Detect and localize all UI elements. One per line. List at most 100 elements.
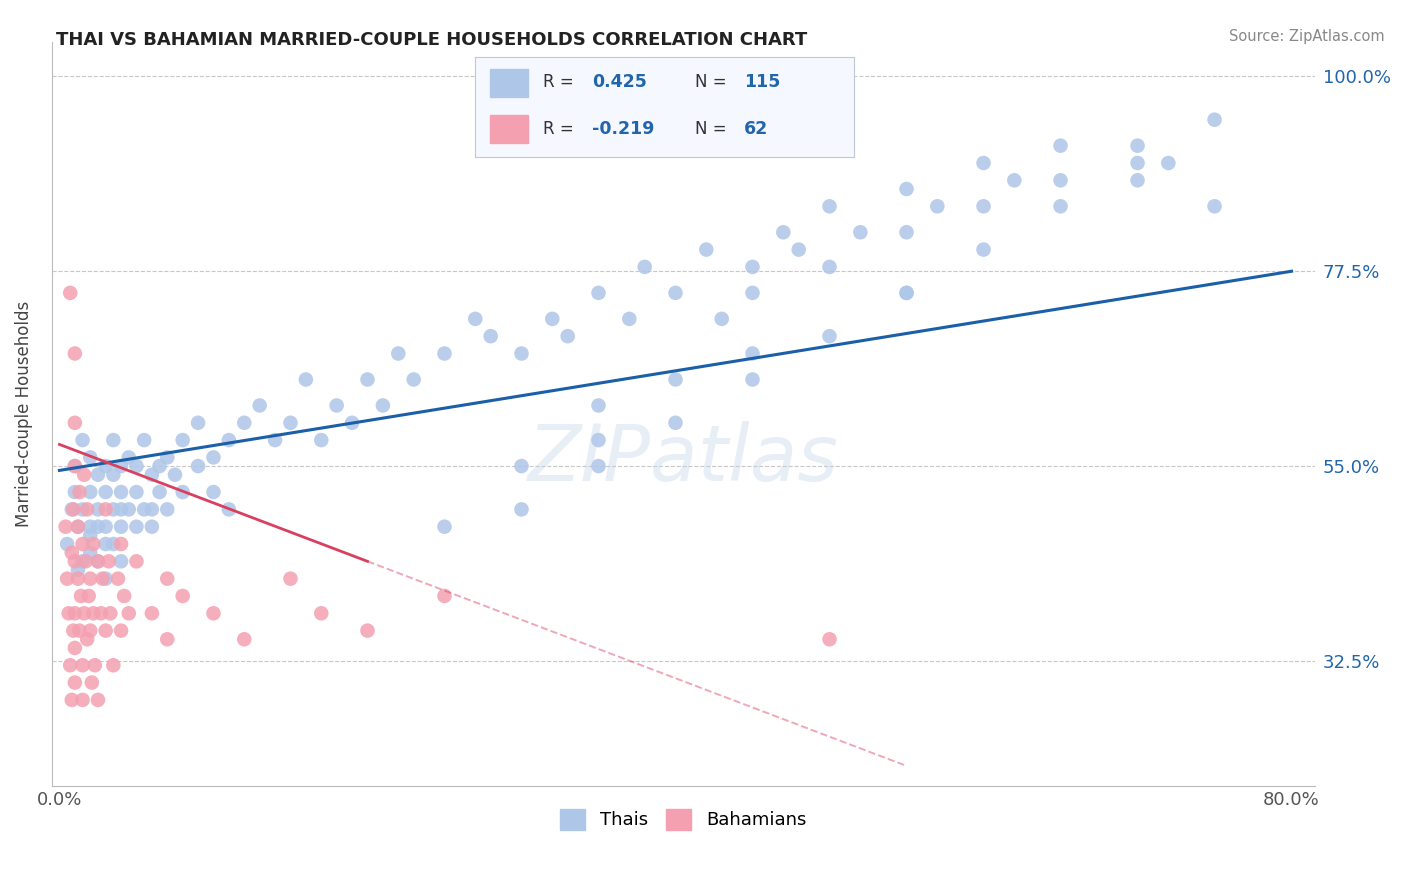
Point — [695, 243, 717, 257]
Point — [973, 156, 995, 170]
Point — [118, 607, 141, 621]
Legend: Thais, Bahamians: Thais, Bahamians — [553, 802, 814, 837]
Point — [634, 260, 657, 274]
Point — [510, 459, 533, 474]
Point — [510, 346, 533, 360]
Point — [741, 346, 763, 360]
Point — [849, 225, 872, 239]
Point — [79, 572, 101, 586]
Point — [98, 607, 121, 621]
Point — [141, 467, 163, 482]
Point — [110, 519, 132, 533]
Point — [58, 607, 80, 621]
Point — [1049, 199, 1071, 213]
Point — [73, 467, 96, 482]
Point — [772, 225, 794, 239]
Point — [72, 537, 94, 551]
Point — [72, 502, 94, 516]
Point — [87, 554, 110, 568]
Point — [156, 450, 179, 465]
Point — [172, 433, 194, 447]
Point — [76, 502, 98, 516]
Point — [927, 199, 949, 213]
Point — [62, 502, 84, 516]
Point — [118, 450, 141, 465]
Point — [148, 485, 170, 500]
Point — [103, 433, 125, 447]
Point — [218, 502, 240, 516]
Point — [356, 372, 378, 386]
Point — [63, 485, 86, 500]
Point — [118, 502, 141, 516]
Point — [79, 546, 101, 560]
Point — [80, 675, 103, 690]
Point — [818, 632, 841, 647]
Point — [79, 528, 101, 542]
Point — [79, 624, 101, 638]
Point — [741, 372, 763, 386]
Point — [97, 554, 120, 568]
Point — [311, 607, 333, 621]
Point — [141, 502, 163, 516]
Point — [59, 658, 82, 673]
Point — [356, 624, 378, 638]
Point — [66, 519, 89, 533]
Point — [141, 607, 163, 621]
Point — [94, 537, 117, 551]
Point — [510, 502, 533, 516]
Point — [63, 459, 86, 474]
Point — [63, 346, 86, 360]
Point — [202, 450, 225, 465]
Point — [62, 624, 84, 638]
Point — [325, 399, 347, 413]
Point — [63, 640, 86, 655]
Point — [818, 260, 841, 274]
Point — [110, 502, 132, 516]
Point — [588, 399, 610, 413]
Point — [1204, 112, 1226, 127]
Point — [63, 675, 86, 690]
Point — [187, 416, 209, 430]
Point — [110, 485, 132, 500]
Point — [79, 485, 101, 500]
Point — [82, 607, 104, 621]
Point — [464, 311, 486, 326]
Point — [172, 485, 194, 500]
Point — [202, 607, 225, 621]
Point — [72, 433, 94, 447]
Point — [280, 572, 302, 586]
Point — [148, 459, 170, 474]
Point — [112, 589, 135, 603]
Point — [87, 467, 110, 482]
Point — [973, 243, 995, 257]
Point — [103, 537, 125, 551]
Point — [87, 693, 110, 707]
Point — [896, 182, 918, 196]
Point — [66, 519, 89, 533]
Point — [69, 485, 91, 500]
Point — [896, 225, 918, 239]
Point — [60, 546, 83, 560]
Point — [163, 467, 186, 482]
Point — [94, 624, 117, 638]
Point — [60, 502, 83, 516]
Point — [541, 311, 564, 326]
Point — [1157, 156, 1180, 170]
Point — [83, 658, 105, 673]
Point — [156, 632, 179, 647]
Point — [264, 433, 287, 447]
Point — [202, 485, 225, 500]
Point — [249, 399, 271, 413]
Point — [76, 632, 98, 647]
Point — [156, 502, 179, 516]
Point — [125, 459, 148, 474]
Point — [75, 554, 97, 568]
Point — [94, 572, 117, 586]
Point — [125, 554, 148, 568]
Point — [66, 563, 89, 577]
Point — [311, 433, 333, 447]
Point — [55, 519, 77, 533]
Point — [59, 285, 82, 300]
Point — [60, 693, 83, 707]
Point — [56, 537, 79, 551]
